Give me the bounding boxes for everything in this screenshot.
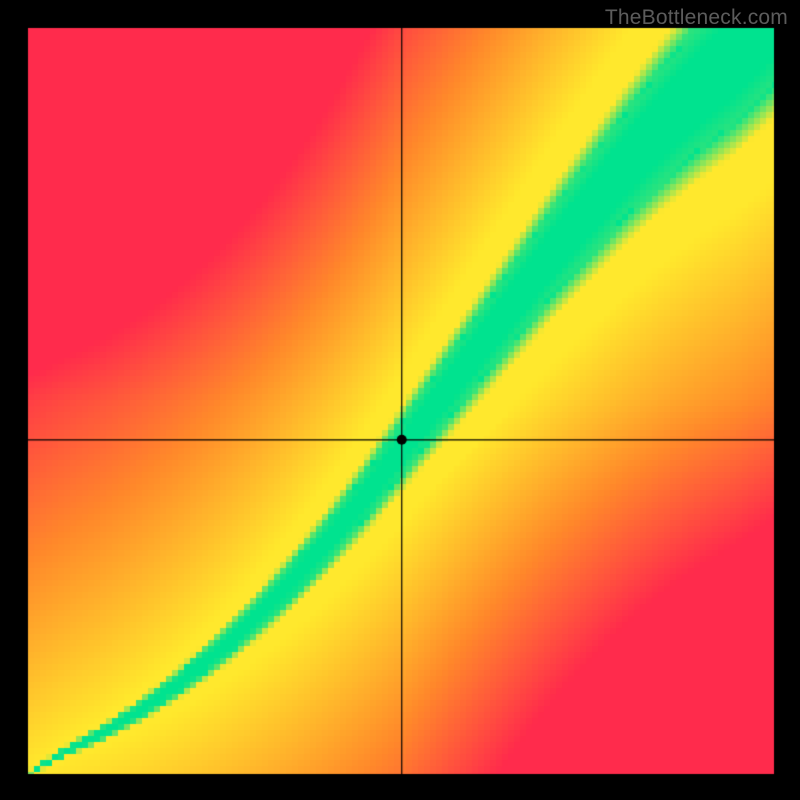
heatmap-canvas [0, 0, 800, 800]
attribution-text: TheBottleneck.com [605, 6, 788, 30]
figure-container: { "attribution": "TheBottleneck.com", "c… [0, 0, 800, 800]
